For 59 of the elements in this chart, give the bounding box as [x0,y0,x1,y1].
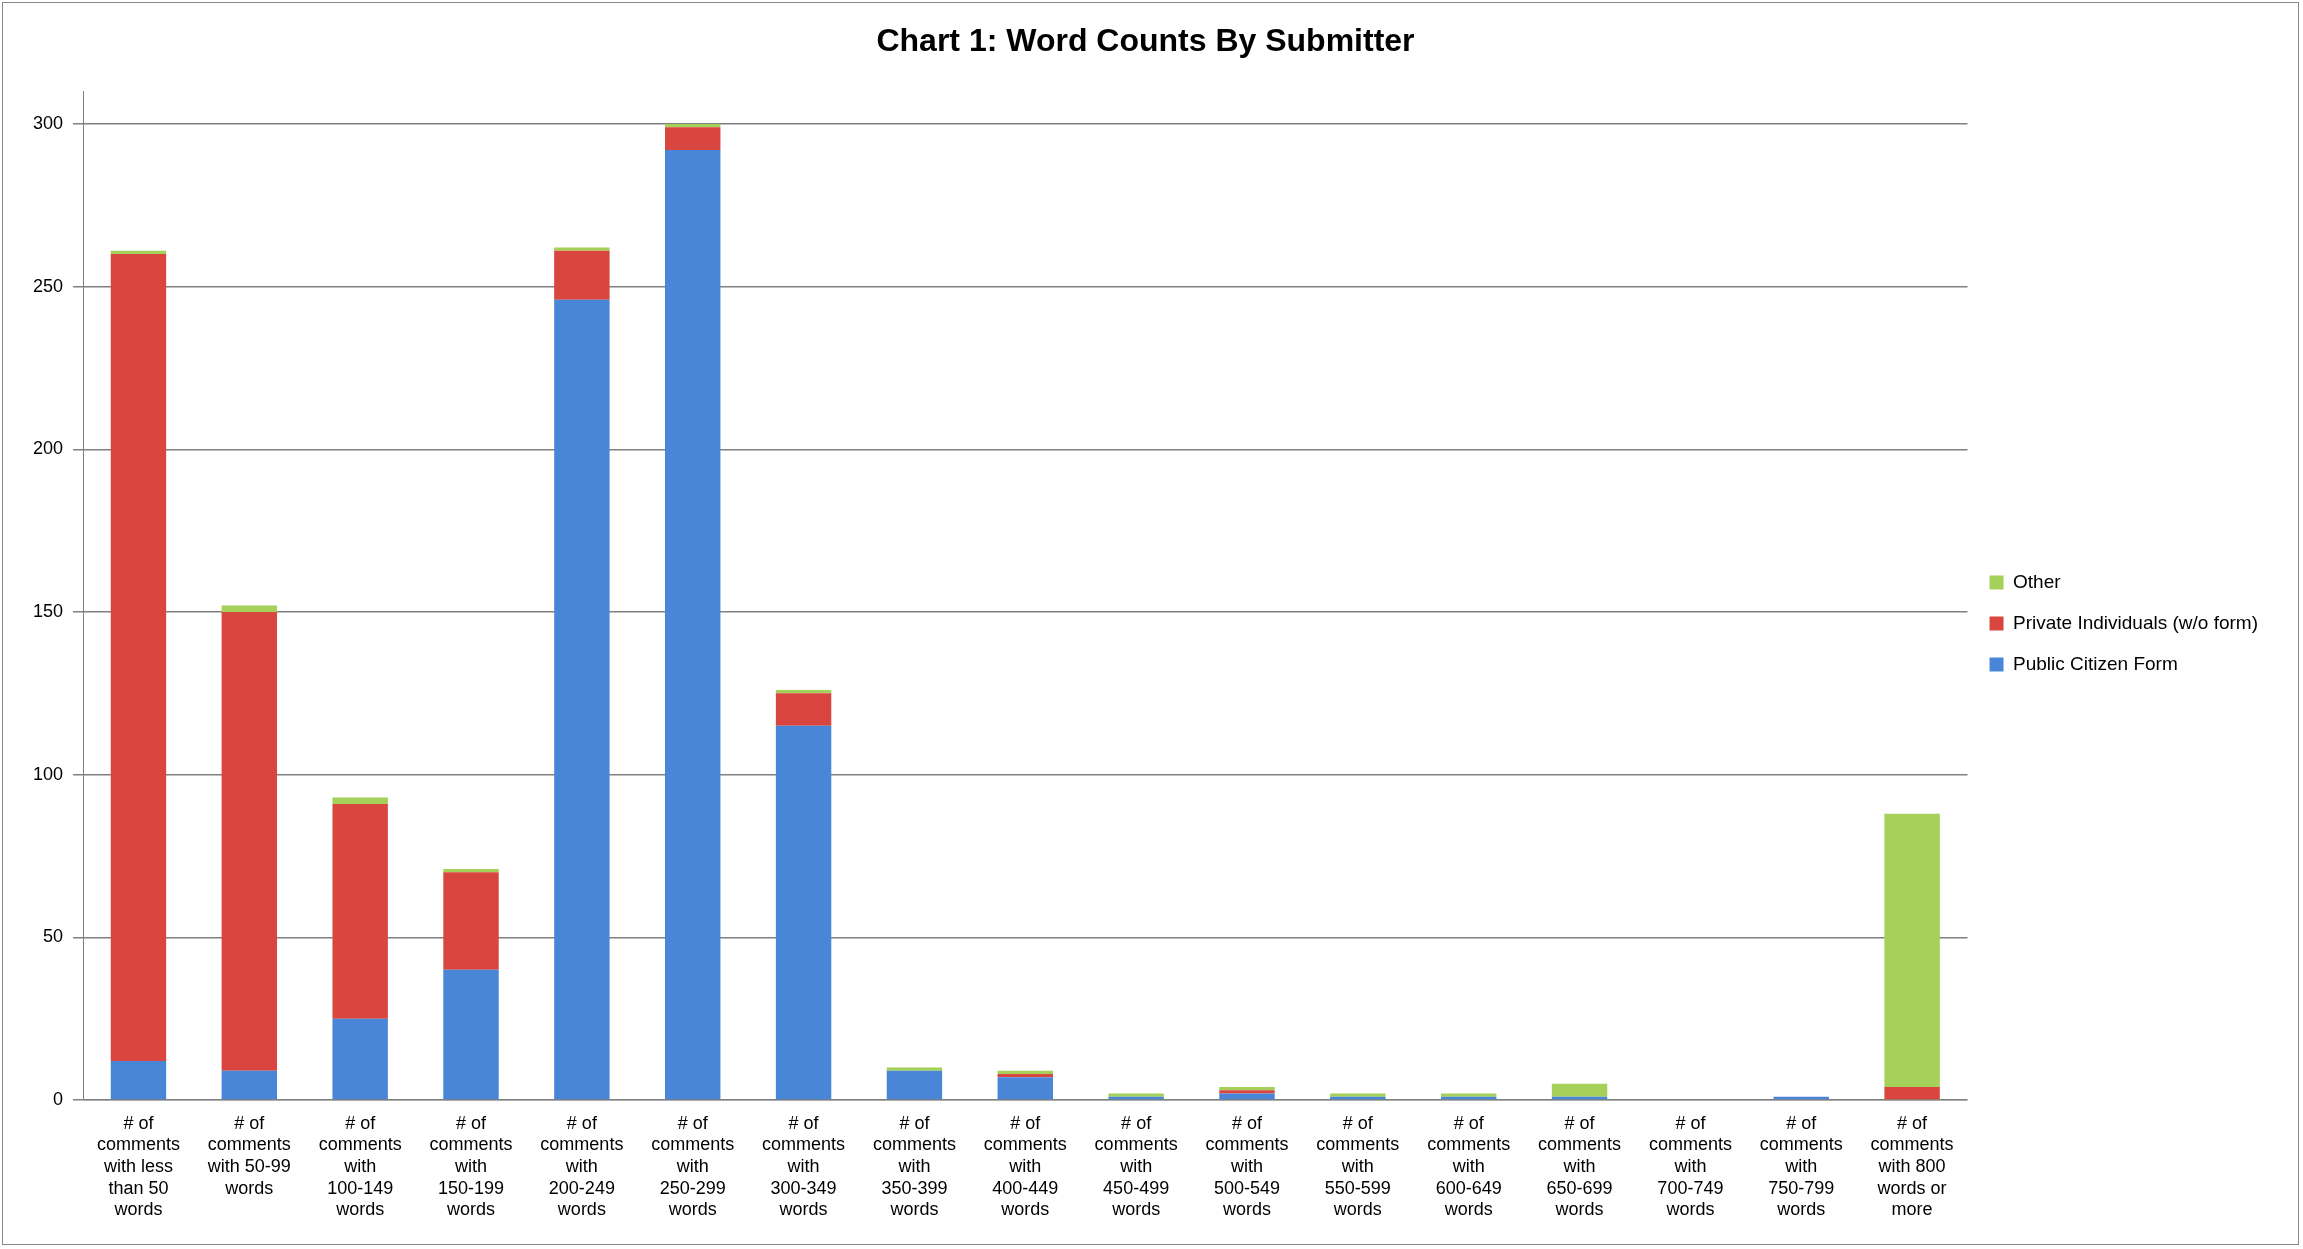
bar [775,725,832,1100]
bar [443,869,499,873]
y-tick-label: 250 [32,275,64,296]
legend-label: Public Citizen Form [2013,652,2178,674]
x-tick-label: # of comments with 350-399 words [872,1112,956,1220]
bar [332,797,388,804]
x-tick-label: # of comments with 100-149 words [318,1112,402,1220]
bar [110,250,167,255]
bar [665,127,721,150]
bar [1551,1083,1608,1097]
y-tick-label: 50 [43,926,64,947]
bar [665,149,721,1100]
bar [775,693,832,726]
x-tick-label: # of comments with less than 50 words [96,1112,180,1220]
x-tick-label: # of comments with 700-749 words [1648,1112,1732,1220]
bar [886,1070,943,1100]
bar [997,1073,1053,1078]
y-tick-label: 200 [32,438,64,459]
bar [886,1067,943,1071]
bar [1884,813,1940,1087]
bar [332,1018,388,1100]
bar [1219,1093,1275,1100]
bar [110,1060,167,1100]
bar [221,605,278,612]
x-tick-label: # of comments with 450-499 words [1094,1112,1178,1220]
x-tick-label: # of comments with 550-599 words [1316,1112,1400,1220]
bar [775,690,832,694]
x-tick-label: # of comments with 500-549 words [1205,1112,1289,1220]
x-tick-label: # of comments with 750-799 words [1759,1112,1843,1220]
bar [1219,1086,1275,1091]
y-tick-label: 300 [32,112,64,133]
y-tick-label: 0 [53,1088,64,1109]
y-tick-label: 150 [32,600,64,621]
x-tick-label: # of comments with 250-299 words [651,1112,735,1220]
bar [221,1070,278,1100]
legend-label: Other [2013,570,2062,592]
bar [332,803,388,1019]
x-tick-label: # of comments with 650-699 words [1538,1112,1622,1220]
bar [997,1077,1053,1100]
bar [554,299,610,1100]
x-tick-label: # of comments with 300-349 words [762,1112,846,1220]
bar [110,254,167,1061]
chart-title: Chart 1: Word Counts By Submitter [876,22,1415,59]
x-tick-label: # of comments with 600-649 words [1427,1112,1511,1220]
bar [443,872,499,970]
bar [554,250,610,300]
x-tick-label: # of comments with 200-249 words [540,1112,624,1220]
bar [221,611,278,1071]
bar [997,1070,1053,1074]
x-tick-label: # of comments with 400-449 words [983,1112,1067,1220]
y-tick-label: 100 [32,763,64,784]
bar [554,247,610,251]
x-tick-label: # of comments with 50-99 words [206,1112,291,1198]
bar [665,123,721,128]
x-tick-label: # of comments with 150-199 words [429,1112,513,1220]
x-tick-label: # of comments with 800 words or more [1870,1112,1954,1220]
bar [443,969,499,1100]
legend-label: Private Individuals (w/o form) [2013,611,2258,633]
bar [1884,1086,1940,1100]
